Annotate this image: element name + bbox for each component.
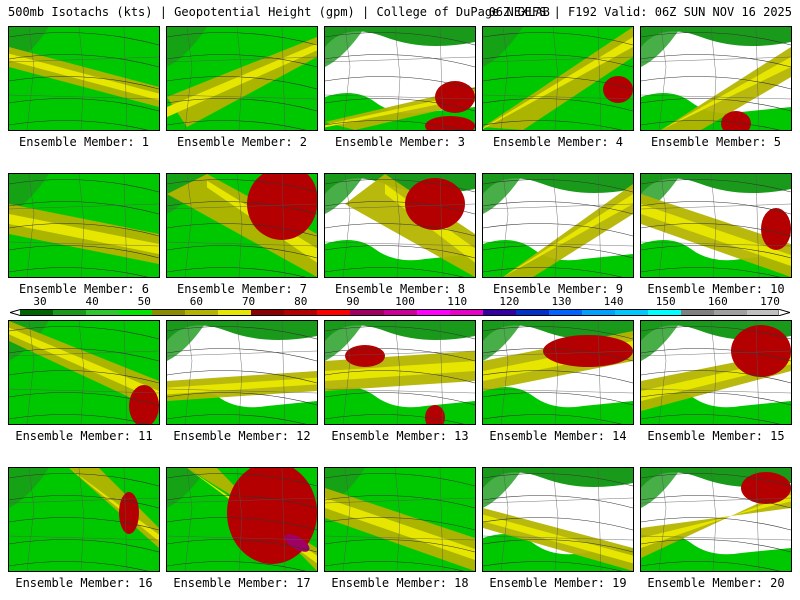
colorbar-tick-label: 110 [447,295,468,308]
ensemble-map-9[interactable] [482,173,634,278]
ensemble-member-label: Ensemble Member: 14 [489,429,627,443]
ensemble-member-label: Ensemble Member: 1 [18,135,150,149]
colorbar-segment [284,309,318,316]
ensemble-member-label: Ensemble Member: 5 [650,135,782,149]
ensemble-map-12[interactable] [166,320,318,425]
ensemble-member-label: Ensemble Member: 3 [334,135,466,149]
ensemble-map-4[interactable] [482,26,634,131]
colorbar-tick-label: 40 [85,295,99,308]
colorbar: 30 40 50 60 70 80 90 100 110 120 130 140 150 160 170 [10,296,790,320]
ensemble-map-16[interactable] [8,467,160,572]
colorbar-segment [350,309,384,316]
colorbar-labels: 30 40 50 60 70 80 90 100 110 120 130 140 150 160 170 [10,296,790,308]
ensemble-map-3[interactable] [324,26,476,131]
ensemble-member-label: Ensemble Member: 18 [331,576,469,590]
colorbar-segment [416,309,450,316]
ensemble-member-label: Ensemble Member: 8 [334,282,466,296]
colorbar-segment [152,309,186,316]
colorbar-segment [185,309,219,316]
header: 500mb Isotachs (kts) | Geopotential Heig… [0,0,800,24]
ensemble-member-label: Ensemble Member: 4 [492,135,624,149]
colorbar-segment [482,309,516,316]
ensemble-member-label: Ensemble Member: 17 [173,576,311,590]
colorbar-segment [86,309,120,316]
ensemble-map-5[interactable] [640,26,792,131]
ensemble-member-label: Ensemble Member: 2 [176,135,308,149]
ensemble-map-14[interactable] [482,320,634,425]
colorbar-segment [53,309,87,316]
colorbar-tick-label: 160 [707,295,728,308]
colorbar-tick-label: 60 [189,295,204,308]
colorbar-segment [317,309,351,316]
ensemble-map-10[interactable] [640,173,792,278]
ensemble-member-label: Ensemble Member: 16 [15,576,153,590]
colorbar-segment [614,309,648,316]
colorbar-segment [449,309,483,316]
ensemble-member-label: Ensemble Member: 12 [173,429,311,443]
colorbar-segment [218,309,252,316]
ensemble-map-1[interactable] [8,26,160,131]
colorbar-segment [581,309,615,316]
colorbar-tick-label: 170 [760,295,780,308]
colorbar-left-arrow [10,309,22,316]
colorbar-segment [747,309,781,316]
ensemble-member-label: Ensemble Member: 20 [647,576,785,590]
colorbar-tick-label: 100 [395,295,415,308]
colorbar-tick-label: 130 [551,295,572,308]
colorbar-segment [515,309,549,316]
colorbar-segment [680,309,714,316]
ensemble-map-19[interactable] [482,467,634,572]
colorbar-tick-label: 140 [603,295,624,308]
colorbar-segment [647,309,681,316]
ensemble-member-label: Ensemble Member: 6 [18,282,150,296]
ensemble-map-6[interactable] [8,173,160,278]
colorbar-tick-label: 80 [294,295,308,308]
ensemble-map-20[interactable] [640,467,792,572]
colorbar-segment [119,309,153,316]
colorbar-tick-label: 120 [499,295,520,308]
ensemble-member-label: Ensemble Member: 9 [492,282,624,296]
ensemble-map-17[interactable] [166,467,318,572]
colorbar-tick-label: 150 [655,295,676,308]
colorbar-tick-label: 50 [137,295,151,308]
ensemble-member-label: Ensemble Member: 13 [331,429,469,443]
colorbar-tick-label: 90 [346,295,360,308]
colorbar-scale [20,309,781,316]
ensemble-map-8[interactable] [324,173,476,278]
colorbar-segment [383,309,417,316]
ensemble-map-7[interactable] [166,173,318,278]
header-run-info: 06Z GEFS | F192 Valid: 06Z SUN NOV 16 20… [488,5,792,19]
colorbar-right-arrow [778,309,790,316]
ensemble-map-13[interactable] [324,320,476,425]
colorbar-tick-label: 30 [33,295,47,308]
ensemble-member-label: Ensemble Member: 19 [489,576,627,590]
ensemble-member-label: Ensemble Member: 11 [15,429,153,443]
colorbar-segment [548,309,582,316]
colorbar-tick-label: 70 [241,295,256,308]
colorbar-segment [713,309,748,316]
colorbar-segment [20,309,54,316]
ensemble-member-label: Ensemble Member: 15 [647,429,785,443]
ensemble-map-2[interactable] [166,26,318,131]
ensemble-map-15[interactable] [640,320,792,425]
header-title: 500mb Isotachs (kts) | Geopotential Heig… [8,5,550,19]
ensemble-member-label: Ensemble Member: 10 [647,282,785,296]
ensemble-member-label: Ensemble Member: 7 [176,282,308,296]
ensemble-map-11[interactable] [8,320,160,425]
colorbar-segment [251,309,285,316]
ensemble-map-18[interactable] [324,467,476,572]
